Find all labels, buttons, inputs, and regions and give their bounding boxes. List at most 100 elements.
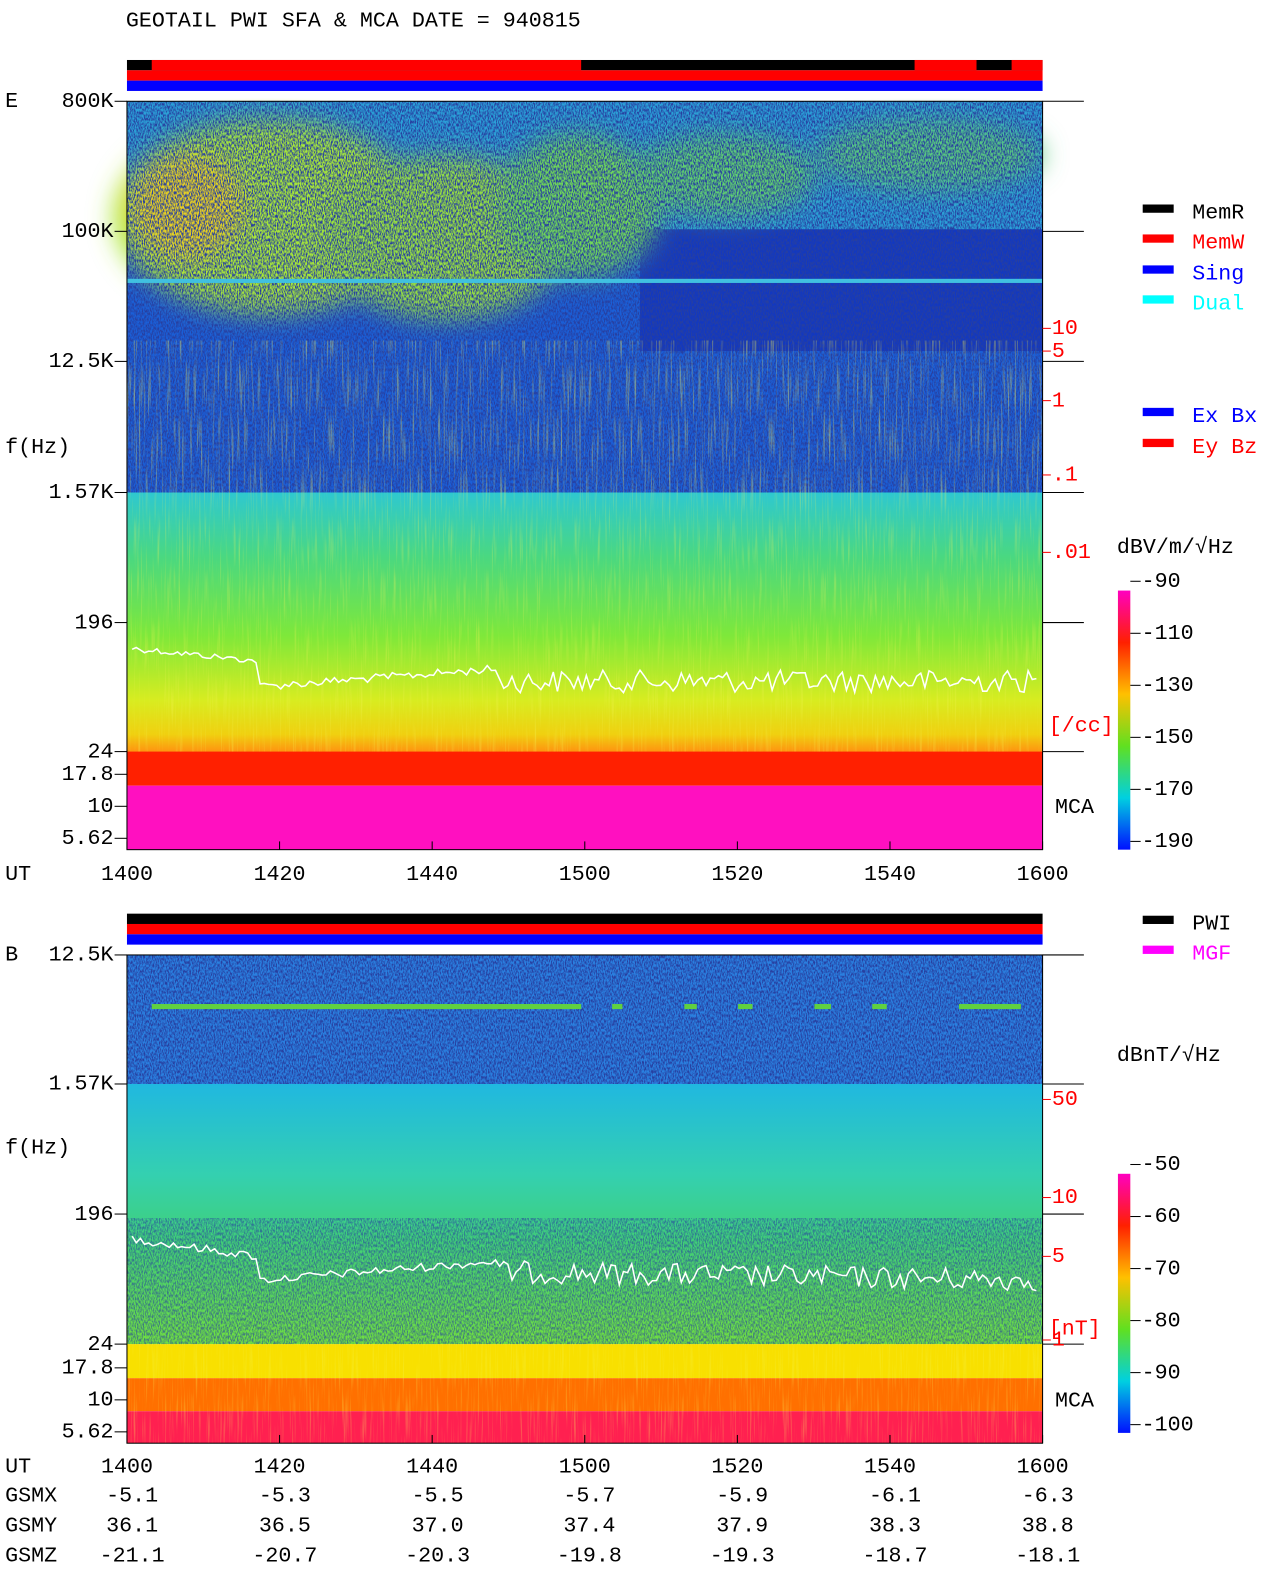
x-axis-label: UT <box>5 862 31 887</box>
overlay-tick-label: 1 <box>1052 388 1065 413</box>
legend-label: Ex Bx <box>1192 404 1257 429</box>
b-noise <box>126 954 1043 1086</box>
legend-swatch <box>1142 265 1174 274</box>
y-tick-label: 800K <box>62 89 114 114</box>
x-tick-label: 1600 <box>1017 862 1069 887</box>
y-tick-label: 17.8 <box>62 1356 114 1381</box>
orbit-value: -20.7 <box>252 1543 317 1568</box>
legend-label: MGF <box>1192 942 1231 967</box>
colorbar-label: dBnT/√Hz <box>1117 1043 1221 1068</box>
colorbar-tick-label: -90 <box>1142 1360 1181 1385</box>
y-tick-label: 12.5K <box>49 943 114 968</box>
e-mca-low <box>126 785 1043 850</box>
orbit-value: -6.3 <box>1022 1484 1074 1509</box>
orbit-row-label: GSMZ <box>5 1543 57 1568</box>
status-memw-seg <box>914 59 977 71</box>
x-tick-label: 1440 <box>406 862 458 887</box>
orbit-value: 36.5 <box>259 1514 311 1539</box>
colorbar-tick-label: -90 <box>1142 569 1181 594</box>
x-tick-label: 1420 <box>254 1455 306 1480</box>
overlay-unit: [nT] <box>1049 1316 1101 1341</box>
y-tick-label: 24 <box>88 1332 114 1357</box>
legend-label: Ey Bz <box>1192 435 1257 460</box>
field-trace <box>131 1235 1037 1292</box>
status-blue <box>126 934 1043 945</box>
e-line <box>126 278 1043 283</box>
colorbar-tick-label: -50 <box>1142 1152 1181 1177</box>
e-mca-high <box>126 751 1043 786</box>
b-mca-texture <box>126 1344 1043 1444</box>
y-tick-label: 17.8 <box>62 762 114 787</box>
status-sing <box>126 80 1043 91</box>
orbit-row-label: GSMY <box>5 1514 57 1539</box>
orbit-value: 38.8 <box>1022 1514 1074 1539</box>
orbit-value: -21.1 <box>100 1543 165 1568</box>
orbit-value: -5.1 <box>106 1484 158 1509</box>
y-tick-label: 100K <box>62 219 114 244</box>
overlay-tick-label: 10 <box>1052 316 1078 341</box>
colorbar-tick-label: -100 <box>1142 1412 1194 1437</box>
overlay-tick-label: 5 <box>1052 1244 1065 1269</box>
orbit-value: -19.3 <box>710 1543 775 1568</box>
status-bars <box>126 59 1043 945</box>
status-pwi <box>126 913 1043 924</box>
colorbar <box>1117 590 1131 850</box>
colorbar-tick-label: -80 <box>1142 1308 1181 1333</box>
mca-label: MCA <box>1055 1389 1094 1414</box>
e-streaks <box>126 340 1043 494</box>
status-memw-seg <box>1011 59 1043 71</box>
overlay-tick-label: 50 <box>1052 1087 1078 1112</box>
panel-label: E <box>5 89 18 114</box>
legend-swatch <box>1142 945 1174 954</box>
legend-label: Dual <box>1192 291 1244 316</box>
x-tick-label: 1400 <box>101 862 153 887</box>
x-tick-label: 1540 <box>864 1455 916 1480</box>
orbit-value: -20.3 <box>405 1543 470 1568</box>
orbit-value: -18.7 <box>862 1543 927 1568</box>
colorbar-tick-label: -130 <box>1142 673 1194 698</box>
legend-label: MemR <box>1192 200 1244 225</box>
title: GEOTAIL PWI SFA & MCA DATE = 940815 <box>126 8 581 33</box>
y-tick-label: 10 <box>88 794 114 819</box>
legend-swatch <box>1142 438 1174 448</box>
status-memr <box>126 59 1043 71</box>
orbit-value: 38.3 <box>869 1514 921 1539</box>
y-axis-label: f(Hz) <box>5 1136 70 1161</box>
x-tick-label: 1600 <box>1017 1455 1069 1480</box>
e-spectrogram <box>113 101 1043 850</box>
overlay-tick-label: 5 <box>1052 339 1065 364</box>
colorbar-tick-label: -60 <box>1142 1204 1181 1229</box>
x-tick-label: 1420 <box>254 862 306 887</box>
overlay-tick-label: 10 <box>1052 1185 1078 1210</box>
e-mid-texture <box>126 492 1043 753</box>
status-memw-seg <box>151 59 582 71</box>
legend-swatch <box>1142 407 1174 417</box>
colorbar-tick-label: -70 <box>1142 1256 1181 1281</box>
y-axis-label: f(Hz) <box>5 435 70 460</box>
y-tick-label: 10 <box>88 1388 114 1413</box>
panel-label: B <box>5 943 18 968</box>
overlay-tick-label: .1 <box>1052 463 1078 488</box>
x-tick-label: 1440 <box>406 1455 458 1480</box>
x-tick-label: 1500 <box>559 1455 611 1480</box>
orbit-row-label: GSMX <box>5 1484 57 1509</box>
b-spectrogram <box>126 954 1043 1444</box>
x-tick-label: 1400 <box>101 1455 153 1480</box>
orbit-value: -5.5 <box>412 1484 464 1509</box>
overlay-tick-label: .01 <box>1052 540 1091 565</box>
legend-label: Sing <box>1192 261 1244 286</box>
status-memw <box>126 70 1043 81</box>
y-tick-label: 196 <box>75 610 114 635</box>
orbit-value: -5.7 <box>563 1484 615 1509</box>
mca-label: MCA <box>1055 795 1094 820</box>
x-tick-label: 1540 <box>864 862 916 887</box>
colorbar-tick-label: -110 <box>1142 621 1194 646</box>
orbit-value: 37.4 <box>563 1514 615 1539</box>
status-red <box>126 923 1043 935</box>
y-tick-label: 24 <box>88 739 114 764</box>
y-tick-label: 12.5K <box>49 349 114 374</box>
b-dark-texture <box>126 1218 1043 1345</box>
legend-swatch <box>1142 915 1174 924</box>
orbit-value: -18.1 <box>1015 1543 1080 1568</box>
